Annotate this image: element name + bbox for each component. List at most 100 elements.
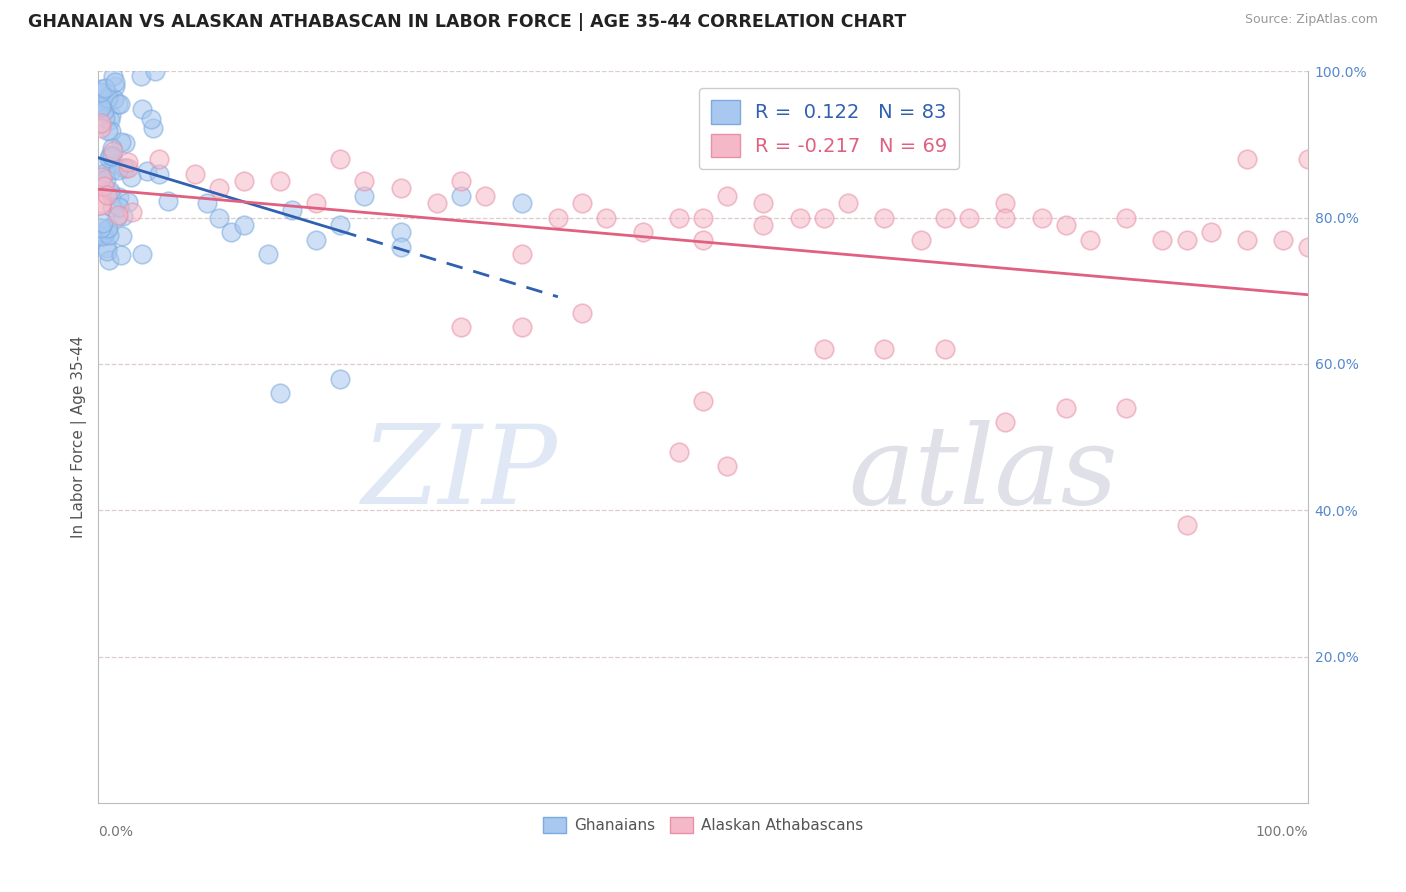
Point	[90, 159, 112, 173]
Point	[994, 211, 1017, 225]
Y-axis label: In Labor Force | Age 35-44: In Labor Force | Age 35-44	[72, 336, 87, 538]
Point	[1054, 401, 1077, 415]
Point	[1236, 152, 1258, 166]
Point	[716, 188, 738, 202]
Point	[101, 145, 124, 159]
Point	[269, 386, 291, 401]
Point	[221, 225, 243, 239]
Point	[1078, 233, 1101, 247]
Point	[90, 172, 112, 186]
Point	[91, 97, 114, 112]
Point	[90, 87, 112, 101]
Point	[117, 161, 139, 175]
Point	[1272, 233, 1295, 247]
Point	[957, 211, 980, 225]
Point	[101, 200, 124, 214]
Point	[136, 163, 159, 178]
Point	[97, 91, 120, 105]
Point	[93, 104, 115, 119]
Point	[91, 96, 114, 111]
Point	[96, 244, 118, 258]
Point	[595, 211, 617, 225]
Point	[873, 211, 896, 225]
Point	[1296, 240, 1319, 254]
Point	[184, 167, 207, 181]
Point	[1152, 233, 1174, 247]
Point	[329, 218, 352, 232]
Point	[97, 228, 120, 243]
Point	[114, 136, 136, 150]
Point	[90, 85, 112, 99]
Point	[101, 149, 124, 163]
Point	[450, 188, 472, 202]
Point	[837, 196, 859, 211]
Text: ZIP: ZIP	[361, 420, 558, 527]
Point	[668, 211, 690, 225]
Point	[1296, 152, 1319, 166]
Point	[96, 187, 118, 202]
Point	[813, 343, 835, 357]
Point	[105, 211, 128, 225]
Point	[96, 241, 118, 255]
Point	[93, 166, 115, 180]
Point	[100, 124, 122, 138]
Point	[97, 88, 120, 103]
Point	[571, 196, 593, 211]
Point	[90, 221, 112, 235]
Point	[148, 152, 170, 166]
Point	[692, 211, 714, 225]
Point	[97, 221, 120, 235]
Point	[716, 459, 738, 474]
Point	[143, 64, 166, 78]
Point	[631, 225, 654, 239]
Point	[281, 203, 304, 218]
Point	[101, 69, 124, 83]
Point	[329, 371, 352, 385]
Point	[256, 247, 278, 261]
Point	[148, 167, 170, 181]
Point	[115, 161, 138, 176]
Text: GHANAIAN VS ALASKAN ATHABASCAN IN LABOR FORCE | AGE 35-44 CORRELATION CHART: GHANAIAN VS ALASKAN ATHABASCAN IN LABOR …	[28, 13, 907, 31]
Point	[111, 209, 134, 223]
Point	[90, 100, 112, 114]
Point	[1031, 211, 1053, 225]
Point	[329, 152, 352, 166]
Point	[104, 75, 127, 89]
Point	[98, 147, 121, 161]
Point	[104, 79, 127, 94]
Point	[117, 154, 139, 169]
Point	[474, 188, 496, 202]
Point	[96, 222, 118, 236]
Point	[103, 92, 125, 106]
Point	[305, 196, 328, 211]
Point	[353, 188, 375, 202]
Point	[1175, 233, 1198, 247]
Point	[111, 228, 134, 243]
Point	[873, 343, 896, 357]
Point	[90, 121, 112, 136]
Point	[994, 416, 1017, 430]
Point	[94, 111, 117, 125]
Point	[90, 116, 112, 130]
Point	[110, 135, 132, 149]
Point	[510, 320, 533, 334]
Point	[752, 218, 775, 232]
Point	[107, 163, 129, 178]
Text: 0.0%: 0.0%	[98, 825, 134, 838]
Point	[450, 174, 472, 188]
Point	[91, 229, 114, 244]
Point	[97, 124, 120, 138]
Point	[90, 169, 112, 184]
Point	[91, 226, 114, 240]
Point	[1115, 211, 1137, 225]
Point	[813, 211, 835, 225]
Point	[232, 174, 254, 188]
Point	[90, 81, 112, 95]
Point	[1115, 401, 1137, 415]
Point	[426, 196, 449, 211]
Point	[789, 211, 811, 225]
Point	[108, 97, 131, 112]
Point	[353, 174, 375, 188]
Point	[389, 181, 412, 195]
Point	[101, 163, 124, 178]
